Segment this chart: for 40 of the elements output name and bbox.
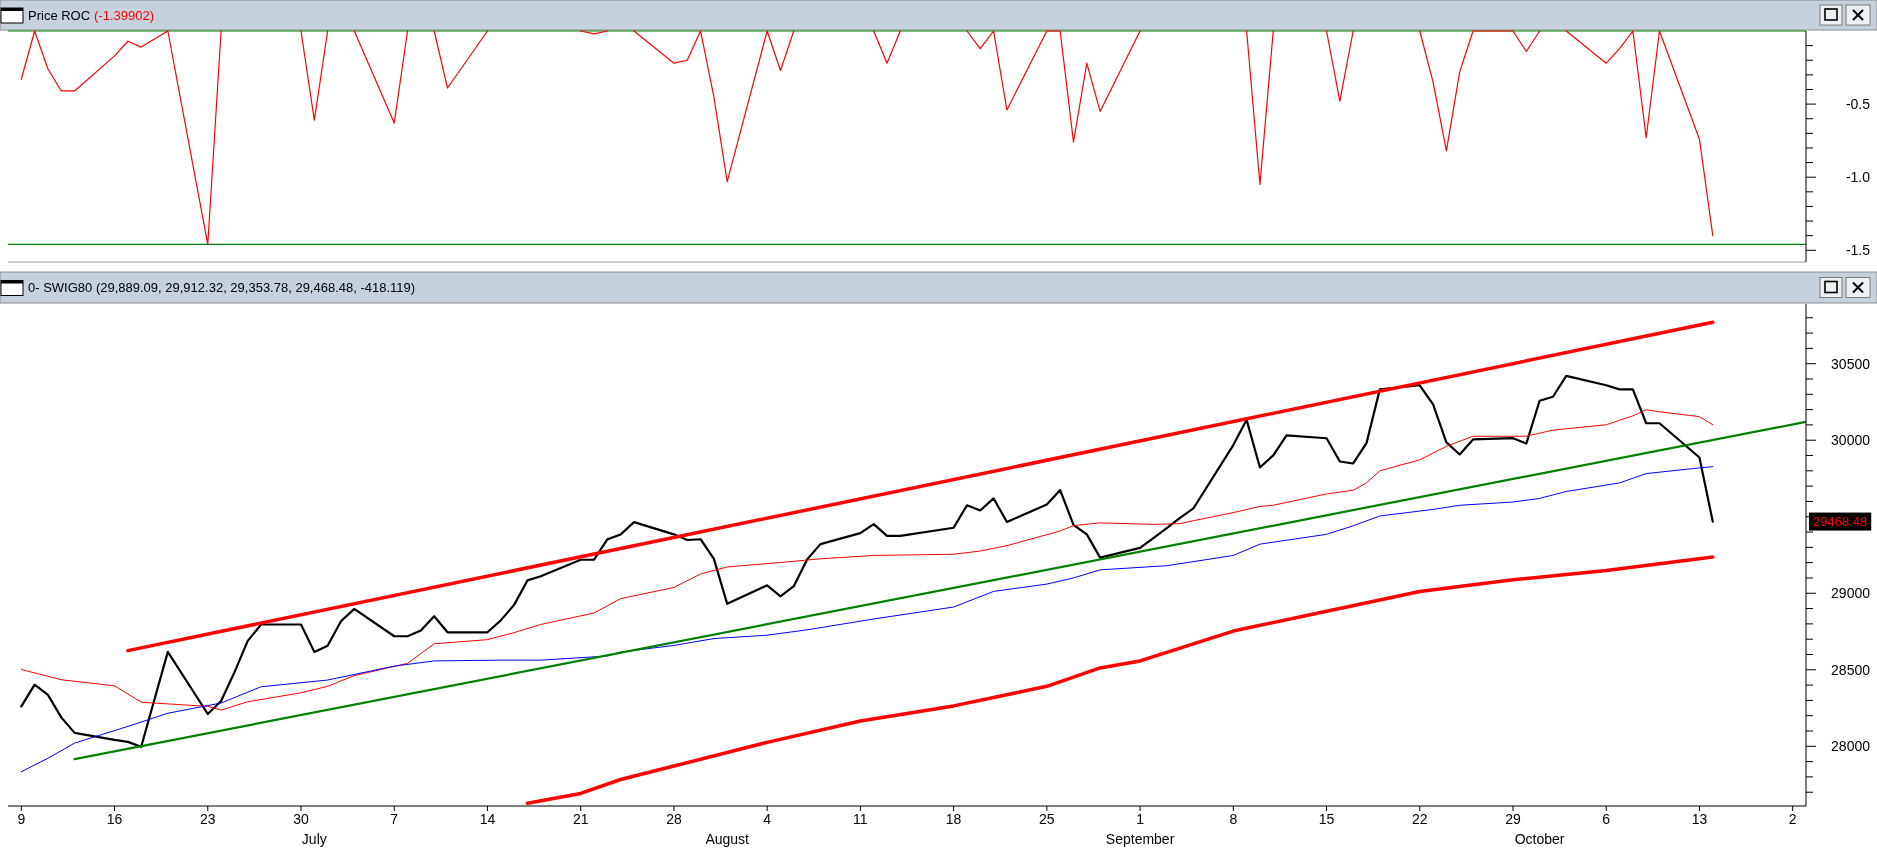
- x-tick-label: 29: [1505, 811, 1521, 827]
- chart-title: Price ROC: [28, 7, 91, 23]
- x-tick-label: 28: [666, 811, 682, 827]
- x-tick-label: 22: [1411, 811, 1428, 827]
- x-tick-label: 8: [1229, 811, 1238, 827]
- y-tick-label: -1.5: [1845, 242, 1871, 259]
- x-tick-label: 1: [1136, 811, 1145, 827]
- y-tick-label: 30500: [1831, 355, 1871, 372]
- x-tick-label: 25: [1039, 811, 1055, 827]
- x-tick-label: 6: [1602, 811, 1611, 827]
- x-tick-label: 13: [1691, 811, 1708, 827]
- x-tick-label: 16: [106, 811, 123, 827]
- x-tick-label: 15: [1318, 811, 1335, 827]
- x2-tick-label: August: [705, 831, 750, 847]
- y-tick-label: 29000: [1831, 585, 1871, 602]
- chart-title: 0- SWIG80 (29,889.09, 29,912.32, 29,353.78, 29,468.48, -418.119): [28, 280, 416, 295]
- y-tick-label: 28000: [1831, 738, 1871, 755]
- x-tick-label: 14: [479, 811, 496, 827]
- y-tick-label: -0.5: [1845, 96, 1871, 113]
- x2-tick-label: October: [1514, 831, 1565, 847]
- x-tick-label: 23: [199, 811, 216, 827]
- line-series: [525, 555, 1715, 805]
- line-series: [20, 466, 1714, 773]
- x-tick-label: 11: [853, 811, 868, 827]
- x-tick-label: 7: [390, 811, 399, 827]
- y-tick-label: 28500: [1831, 661, 1871, 678]
- y-tick-label: 30000: [1831, 432, 1871, 449]
- x-tick-label: 30: [293, 811, 309, 827]
- x-tick-label: 21: [572, 811, 589, 827]
- x-tick-label: 9: [17, 811, 26, 827]
- chart-subtitle: (-1.39902): [94, 7, 155, 23]
- text: 29468.48: [1813, 514, 1868, 530]
- y-tick-label: -1.0: [1845, 169, 1871, 186]
- x-tick-label: 4: [763, 811, 772, 827]
- x-tick-label: 18: [945, 811, 962, 827]
- x2-tick-label: July: [301, 831, 327, 847]
- line-series: [20, 409, 1714, 711]
- x2-tick-label: September: [1105, 831, 1175, 847]
- x-tick-label: 2: [1788, 811, 1797, 827]
- line-series: [20, 374, 1714, 748]
